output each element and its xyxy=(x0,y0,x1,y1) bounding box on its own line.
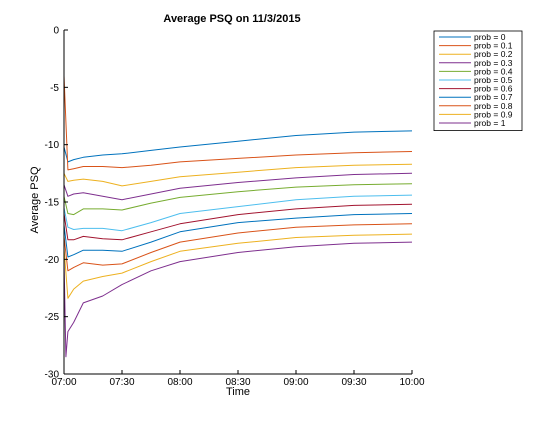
series-line-9 xyxy=(63,233,413,299)
series-line-1 xyxy=(63,75,413,171)
series-line-2 xyxy=(63,163,413,187)
x-tick-label: 07:30 xyxy=(109,377,134,388)
series-line-4 xyxy=(63,183,413,216)
legend-label-3: prob = 0.3 xyxy=(474,58,513,68)
y-tick-label: -15 xyxy=(45,198,60,209)
series-line-5 xyxy=(63,194,413,232)
legend-label-5: prob = 0.5 xyxy=(474,75,513,85)
x-tick-label: 08:30 xyxy=(225,377,250,388)
legend-label-2: prob = 0.2 xyxy=(474,49,513,59)
y-ticks: 0 -5 -10 -15 -20 -25 -30 xyxy=(45,26,68,381)
y-tick-label: -30 xyxy=(45,370,60,381)
series-line-8 xyxy=(63,223,413,272)
y-tick-label: 0 xyxy=(53,26,59,37)
plot-lines xyxy=(63,75,413,358)
y-axis-label: Average PSQ xyxy=(29,166,41,234)
legend-label-9: prob = 0.9 xyxy=(474,109,513,119)
series-line-10 xyxy=(63,241,413,358)
series-line-6 xyxy=(63,203,413,241)
legend-label-1: prob = 0.1 xyxy=(474,41,513,51)
x-ticks: 07:00 07:30 08:00 08:30 09:00 09:30 10:00 xyxy=(51,370,425,388)
y-tick-label: -25 xyxy=(45,312,60,323)
legend-label-6: prob = 0.6 xyxy=(474,84,513,94)
x-axis-label: Time xyxy=(226,386,250,398)
x-tick-label: 10:00 xyxy=(399,377,424,388)
series-line-7 xyxy=(63,213,413,258)
series-line-3 xyxy=(63,172,413,201)
legend-label-0: prob = 0 xyxy=(474,32,506,42)
y-tick-label: -10 xyxy=(45,140,60,151)
chart-title: Average PSQ on 11/3/2015 xyxy=(163,13,300,25)
y-tick-label: -20 xyxy=(45,255,60,266)
y-tick-label: -5 xyxy=(50,83,59,94)
x-tick-label: 09:00 xyxy=(283,377,308,388)
x-tick-label: 08:00 xyxy=(167,377,192,388)
x-tick-label: 09:30 xyxy=(341,377,366,388)
legend-label-4: prob = 0.4 xyxy=(474,66,513,76)
x-tick-label: 07:00 xyxy=(51,377,76,388)
series-line-0 xyxy=(63,130,413,163)
axes-frame xyxy=(63,30,412,375)
legend-label-7: prob = 0.7 xyxy=(474,92,513,102)
legend-label-10: prob = 1 xyxy=(474,118,506,128)
legend-label-8: prob = 0.8 xyxy=(474,101,513,111)
